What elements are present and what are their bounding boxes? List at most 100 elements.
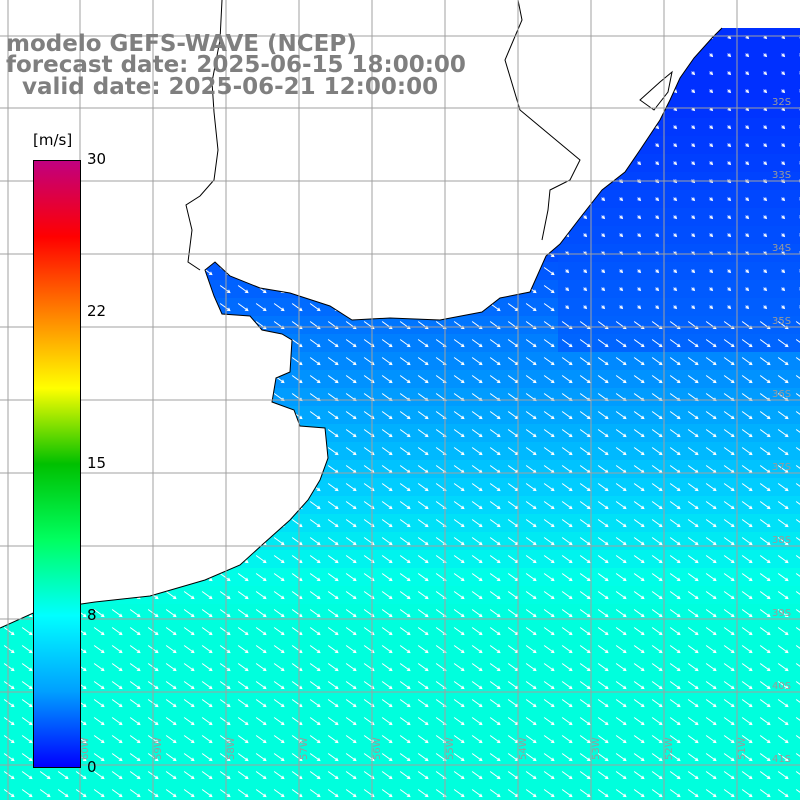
- wind-arrow: [129, 231, 141, 240]
- wind-arrow: [111, 393, 123, 402]
- wind-arrow: [183, 105, 195, 114]
- wind-arrow: [345, 123, 357, 132]
- wind-cell: [234, 784, 253, 800]
- wind-arrow: [781, 269, 786, 274]
- wind-arrow: [597, 591, 609, 600]
- wind-arrow: [579, 681, 591, 690]
- wind-arrow: [633, 519, 645, 528]
- wind-arrow: [219, 285, 231, 294]
- wind-arrow: [345, 735, 357, 744]
- wind-arrow: [291, 537, 303, 546]
- wind-arrow: [93, 357, 105, 366]
- wind-arrow: [705, 663, 717, 672]
- wind-arrow: [399, 375, 411, 384]
- wind-arrow: [129, 339, 141, 348]
- wind-arrow: [759, 555, 771, 564]
- wind-arrow: [93, 591, 105, 600]
- wind-arrow: [763, 269, 768, 274]
- wind-arrow: [741, 627, 753, 636]
- wind-arrow: [709, 287, 714, 292]
- wind-arrow: [382, 15, 392, 22]
- wind-arrow: [781, 233, 786, 238]
- wind-cell: [198, 190, 217, 209]
- wind-cell: [792, 190, 800, 209]
- wind-cell: [450, 298, 469, 317]
- wind-arrow: [291, 789, 303, 798]
- wind-cell: [630, 46, 649, 65]
- wind-arrow: [21, 789, 33, 798]
- wind-arrow: [669, 501, 681, 510]
- wind-arrow: [309, 789, 321, 798]
- wind-arrow: [21, 501, 33, 510]
- wind-arrow: [435, 141, 447, 150]
- wind-arrow: [57, 789, 69, 798]
- wind-arrow: [651, 609, 663, 618]
- wind-arrow: [345, 375, 357, 384]
- wind-cell: [306, 460, 325, 479]
- wind-arrow: [165, 249, 177, 258]
- wind-arrow: [723, 681, 735, 690]
- wind-cell: [252, 334, 271, 353]
- wind-arrow: [507, 123, 519, 132]
- wind-arrow: [637, 71, 642, 76]
- wind-arrow: [471, 357, 483, 366]
- wind-cell: [90, 550, 109, 569]
- wind-cell: [432, 208, 451, 227]
- wind-arrow: [129, 537, 141, 546]
- wind-cell: [162, 568, 181, 587]
- wind-arrow: [615, 771, 627, 780]
- wind-cell: [576, 82, 595, 101]
- wind-arrow: [417, 699, 429, 708]
- wind-cell: [792, 712, 800, 731]
- wind-arrow: [687, 411, 699, 420]
- wind-cell: [792, 784, 800, 800]
- wind-cell: [90, 208, 109, 227]
- wind-cell: [234, 154, 253, 173]
- wind-arrow: [21, 753, 33, 762]
- wind-arrow: [76, 15, 86, 22]
- wind-cell: [90, 514, 109, 533]
- wind-arrow: [687, 573, 699, 582]
- wind-arrow: [525, 195, 537, 204]
- wind-arrow: [345, 231, 357, 240]
- wind-arrow: [759, 375, 771, 384]
- wind-arrow: [129, 627, 141, 636]
- wind-arrow: [723, 501, 735, 510]
- wind-arrow: [399, 789, 411, 798]
- wind-arrow: [795, 537, 800, 546]
- wind-arrow: [705, 501, 717, 510]
- wind-cell: [90, 784, 109, 800]
- wind-arrow: [655, 287, 660, 292]
- wind-arrow: [3, 789, 15, 798]
- wind-arrow: [21, 771, 33, 780]
- wind-arrow: [291, 573, 303, 582]
- wind-arrow: [309, 267, 321, 276]
- wind-arrow: [759, 591, 771, 600]
- wind-arrow: [705, 681, 717, 690]
- wind-arrow: [705, 339, 717, 348]
- wind-arrow: [471, 627, 483, 636]
- wind-arrow: [655, 143, 660, 148]
- wind-arrow: [417, 735, 429, 744]
- wind-arrow: [255, 465, 267, 474]
- wind-arrow: [777, 555, 789, 564]
- wind-arrow: [669, 573, 681, 582]
- wind-cell: [486, 226, 505, 245]
- wind-arrow: [691, 53, 696, 58]
- wind-arrow: [255, 609, 267, 618]
- wind-arrow: [129, 105, 141, 114]
- wind-cell: [108, 424, 127, 443]
- wind-arrow: [525, 699, 537, 708]
- wind-arrow: [633, 447, 645, 456]
- wind-cell: [360, 784, 379, 800]
- wind-cell: [684, 28, 703, 29]
- wind-arrow: [472, 15, 482, 22]
- wind-arrow: [727, 233, 732, 238]
- wind-cell: [126, 226, 145, 245]
- wind-arrow: [381, 249, 393, 258]
- wind-arrow: [471, 339, 483, 348]
- wind-cell: [324, 280, 343, 299]
- wind-cell: [468, 28, 487, 47]
- wind-arrow: [3, 303, 15, 312]
- wind-cell: [486, 100, 505, 119]
